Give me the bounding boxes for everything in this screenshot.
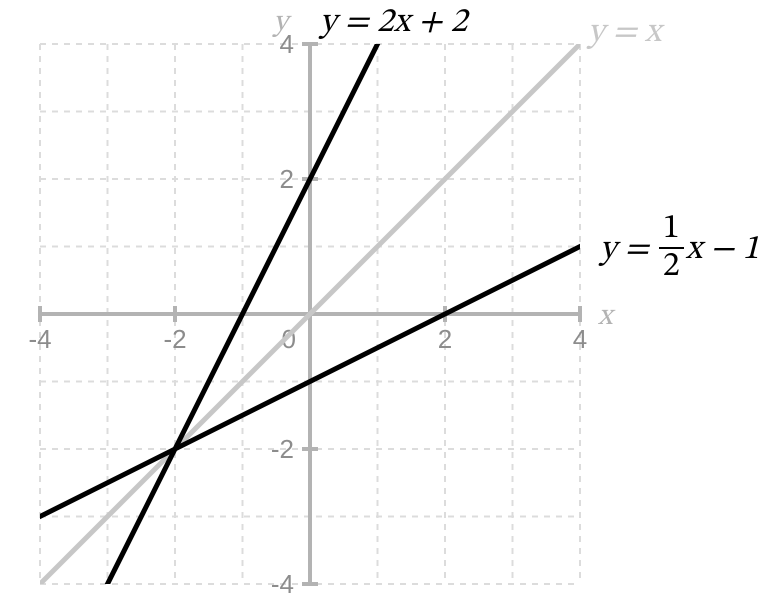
y-tick-label: -4 <box>271 569 294 596</box>
x-tick-label: -4 <box>28 324 51 354</box>
coordinate-plot: -4-224-4-2240xy <box>0 0 782 596</box>
function-lines <box>0 0 648 596</box>
x-axis-label: x <box>597 302 616 332</box>
equation-label-shallow: y = 12x − 1 <box>600 214 759 286</box>
y-tick-label: 2 <box>280 164 294 194</box>
line-shallow <box>0 213 648 551</box>
y-tick-label: -2 <box>271 434 294 464</box>
line-identity <box>0 0 648 596</box>
equation-label-identity: y = x <box>588 16 661 50</box>
x-tick-label: 2 <box>438 324 452 354</box>
x-tick-label: 4 <box>573 324 587 354</box>
equation-label-steep: y = 2x + 2 <box>320 6 467 40</box>
x-tick-label: -2 <box>163 324 186 354</box>
